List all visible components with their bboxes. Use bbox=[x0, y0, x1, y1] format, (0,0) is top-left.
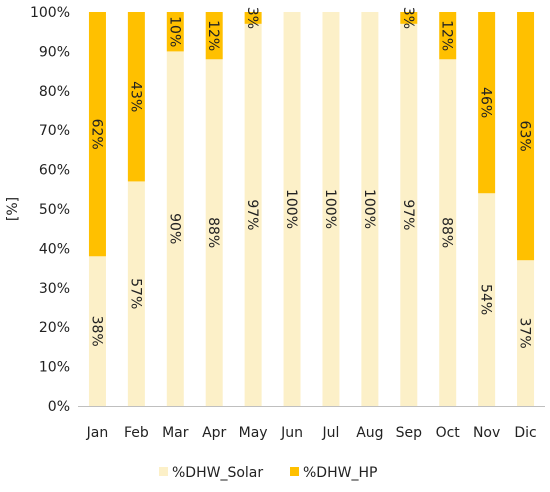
y-tick-label: 100% bbox=[30, 5, 70, 21]
data-label: 43% bbox=[127, 81, 143, 112]
x-tick-label: May bbox=[239, 425, 268, 441]
x-tick-label: Mar bbox=[162, 425, 189, 441]
legend-label: %DHW_HP bbox=[303, 465, 377, 481]
data-label: 57% bbox=[127, 278, 143, 309]
x-tick-label: Nov bbox=[473, 425, 500, 441]
data-label: 62% bbox=[88, 119, 104, 150]
bar-segment-dhw-hp-may bbox=[244, 12, 262, 24]
data-label: 100% bbox=[322, 189, 338, 229]
x-tick-label: Dic bbox=[514, 425, 536, 441]
x-tick-label: Jan bbox=[86, 425, 109, 441]
data-label: 38% bbox=[88, 316, 104, 347]
legend: %DHW_Solar %DHW_HP bbox=[159, 465, 377, 481]
bar-segment-dhw-solar-aug bbox=[361, 12, 379, 406]
y-tick-label: 10% bbox=[39, 360, 70, 376]
bar-segment-dhw-hp-jan bbox=[88, 12, 106, 257]
data-label: 12% bbox=[205, 20, 221, 51]
bar-segment-dhw-hp-nov bbox=[478, 12, 496, 194]
data-label: 3% bbox=[400, 7, 416, 29]
data-label: 100% bbox=[361, 189, 377, 229]
bar-segment-dhw-hp-mar bbox=[166, 12, 184, 52]
x-tick-label: Feb bbox=[124, 425, 149, 441]
bar-segment-dhw-solar-nov bbox=[478, 193, 496, 406]
bars bbox=[88, 12, 535, 407]
data-label: 63% bbox=[517, 121, 533, 152]
bar-segment-dhw-solar-feb bbox=[127, 181, 145, 406]
y-tick-label: 60% bbox=[39, 163, 70, 179]
bar-segment-dhw-solar-jul bbox=[322, 12, 340, 406]
y-tick-label: 30% bbox=[39, 281, 70, 297]
bar-segment-dhw-solar-sep bbox=[400, 23, 418, 406]
data-label: 100% bbox=[283, 189, 299, 229]
y-axis-label: [%] bbox=[5, 197, 21, 221]
bar-segment-dhw-solar-mar bbox=[166, 51, 184, 407]
legend-swatch bbox=[290, 467, 299, 476]
segment-labels: 38% 62% 57% 43% 90% 10% 88% 12% 97% 3% 100% 100% 100… bbox=[88, 7, 532, 349]
x-tick-label: Oct bbox=[436, 425, 461, 441]
data-label: 97% bbox=[400, 199, 416, 230]
legend-swatch bbox=[159, 467, 168, 476]
data-label: 88% bbox=[439, 217, 455, 248]
y-tick-label: 90% bbox=[39, 44, 70, 60]
bar-segment-dhw-hp-feb bbox=[127, 12, 145, 182]
data-label: 97% bbox=[244, 199, 260, 230]
x-tick-label: Apr bbox=[202, 425, 226, 441]
data-label: 37% bbox=[517, 318, 533, 349]
x-tick-label: Sep bbox=[396, 425, 423, 441]
bar-segment-dhw-solar-jun bbox=[283, 12, 301, 406]
data-label: 10% bbox=[166, 16, 182, 47]
x-tick-label: Jul bbox=[322, 425, 340, 441]
y-tick-label: 70% bbox=[39, 123, 70, 139]
y-tick-label: 80% bbox=[39, 84, 70, 100]
y-tick-label: 50% bbox=[39, 202, 70, 218]
bar-segment-dhw-solar-dic bbox=[517, 260, 535, 406]
bar-segment-dhw-solar-jan bbox=[88, 256, 106, 406]
legend-label: %DHW_Solar bbox=[172, 465, 263, 481]
data-label: 90% bbox=[166, 213, 182, 244]
y-tick-label: 40% bbox=[39, 241, 70, 257]
y-tick-label: 20% bbox=[39, 320, 70, 336]
data-label: 88% bbox=[205, 217, 221, 248]
data-label: 54% bbox=[478, 284, 494, 315]
bar-segment-dhw-hp-sep bbox=[400, 12, 418, 24]
data-label: 46% bbox=[478, 87, 494, 118]
y-axis-ticks: 0% 10% 20% 30% 40% 50% 60% 70% 80% 90% 100% bbox=[30, 5, 70, 415]
bar-segment-dhw-hp-apr bbox=[205, 12, 223, 60]
data-label: 3% bbox=[244, 7, 260, 29]
x-tick-label: Aug bbox=[356, 425, 383, 441]
y-tick-label: 0% bbox=[48, 399, 70, 415]
x-axis-ticks: Jan Feb Mar Apr May Jun Jul Aug Sep Oct Nov Dic bbox=[86, 425, 537, 441]
bar-segment-dhw-hp-dic bbox=[517, 12, 535, 261]
data-label: 12% bbox=[439, 20, 455, 51]
bar-segment-dhw-solar-may bbox=[244, 23, 262, 406]
bar-segment-dhw-hp-oct bbox=[439, 12, 457, 60]
x-tick-label: Jun bbox=[280, 425, 303, 441]
bar-segment-dhw-solar-oct bbox=[439, 59, 457, 406]
bar-segment-dhw-solar-apr bbox=[205, 59, 223, 406]
